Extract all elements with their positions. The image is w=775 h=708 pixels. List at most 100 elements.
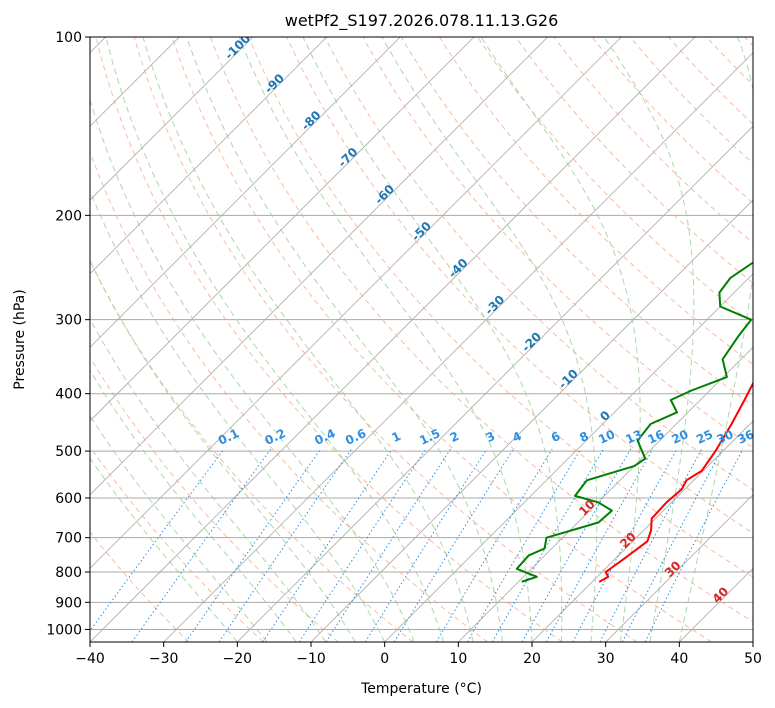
- dry-adiabat-line: [706, 37, 753, 86]
- isotherm-line: [531, 420, 753, 642]
- profile-lines: [515, 261, 753, 583]
- isotherm-line: [752, 641, 753, 642]
- x-tick-label: −10: [296, 651, 326, 667]
- isotherm-label: -10: [556, 366, 581, 391]
- y-tick-label: 800: [55, 565, 82, 581]
- mixing-ratio-line: [90, 448, 225, 632]
- mixing-ratio-line: [545, 448, 654, 642]
- y-axis-label: Pressure (hPa): [12, 289, 28, 389]
- moist-adiabat-line: [90, 318, 327, 642]
- isotherm-line: [458, 346, 753, 642]
- mixing-ratio-line: [644, 448, 744, 642]
- isotherm-label: -90: [262, 71, 287, 96]
- mixing-ratio-line: [185, 448, 322, 642]
- x-axis-label: Temperature (°C): [360, 681, 482, 697]
- isotherm-label: -40: [445, 256, 470, 281]
- mixing-ratio-label: 0.2: [263, 426, 288, 448]
- dry-adiabat-line: [744, 37, 753, 47]
- dry-adiabat-line: [668, 37, 753, 125]
- dry-adiabat-line: [591, 37, 753, 204]
- dewpoint-profile-line: [515, 261, 753, 583]
- y-tick-label: 900: [55, 595, 82, 611]
- isotherm-label: -50: [409, 219, 434, 244]
- mixing-ratio-line: [262, 448, 393, 642]
- mixing-ratio-line: [298, 448, 427, 642]
- dry-adiabat-line: [171, 37, 712, 642]
- mixing-ratio-label: 2: [448, 429, 461, 445]
- mixing-ratio-line: [521, 448, 632, 642]
- dry-adiabat-line: [438, 37, 753, 366]
- moist-adiabat-line: [678, 37, 753, 642]
- moist-adiabat-line: [105, 37, 445, 642]
- mixing-ratio-label: 16: [645, 427, 666, 447]
- isotherm-line: [90, 37, 401, 348]
- dry-adiabat-line: [362, 37, 753, 449]
- mixing-ratio-label: 25: [694, 427, 715, 447]
- moist-adiabat-line: [90, 457, 238, 642]
- y-tick-label: 500: [55, 444, 82, 460]
- dry-adiabat-line: [90, 356, 339, 642]
- plot-frame: [89, 36, 754, 643]
- y-tick-label: 700: [55, 531, 82, 547]
- moist-adiabat-line: [90, 98, 415, 642]
- axis-ticks: −40 −30 −20 −10 0 10 20 30 40 5010020030040050060…: [46, 30, 762, 667]
- isotherm-label: -100: [222, 31, 253, 62]
- moist-adiabat-line: [302, 37, 563, 642]
- isotherm-line: [237, 125, 753, 642]
- mixing-ratio-line: [218, 448, 352, 642]
- dry-adiabat-line: [95, 37, 563, 642]
- moist-adiabat-line: [480, 37, 641, 642]
- mixing-ratio-label: 0.6: [343, 426, 368, 448]
- mixing-ratio-line: [621, 448, 723, 642]
- dry-adiabat-label: 10: [576, 497, 598, 519]
- mixing-ratio-label: 0.1: [216, 426, 241, 448]
- mixing-ratio-label: 20: [669, 427, 690, 447]
- moist-adiabat-line: [90, 259, 356, 642]
- mixing-ratio-label: 36: [735, 427, 756, 447]
- isotherm-line: [90, 37, 622, 569]
- mixing-ratio-label: 10: [596, 427, 617, 447]
- y-tick-label: 400: [55, 387, 82, 403]
- y-tick-label: 100: [55, 30, 82, 46]
- isotherm-label: -70: [335, 145, 360, 170]
- background-lines: [90, 37, 753, 642]
- dry-adiabat-line: [324, 37, 753, 491]
- y-tick-label: 600: [55, 491, 82, 507]
- mixing-ratio-line: [364, 448, 488, 642]
- dry-adiabat-line: [133, 37, 638, 642]
- mixing-ratio-line: [393, 448, 514, 642]
- line-labels: 0.1 0.2 0.4 0.6 1 1.5 2 3 4 6 8 10 13 16 20 25 30 36-100-…: [216, 31, 756, 606]
- isotherm-line: [90, 37, 475, 422]
- dry-adiabat-line: [90, 531, 190, 642]
- isotherm-line: [679, 567, 753, 642]
- isotherm-line: [163, 52, 753, 642]
- isotherm-line: [90, 37, 548, 496]
- mixing-ratio-label: 1: [389, 429, 402, 445]
- mixing-ratio-line: [572, 448, 678, 642]
- dry-adiabat-line: [553, 37, 753, 244]
- mixing-ratio-line: [491, 448, 604, 642]
- moist-adiabat-line: [142, 37, 474, 642]
- mixing-ratio-label: 0.4: [312, 426, 337, 448]
- mixing-ratio-label: 1.5: [417, 426, 442, 448]
- isotherm-label: -60: [372, 182, 397, 207]
- mixing-ratio-label: 30: [714, 427, 735, 447]
- mixing-ratio-line: [435, 448, 553, 642]
- isotherm-line: [90, 37, 696, 642]
- dry-adiabat-line: [90, 150, 488, 642]
- mixing-ratio-line: [467, 448, 582, 642]
- isotherm-label: -20: [519, 329, 544, 354]
- dry-adiabat-line: [400, 37, 753, 407]
- isotherm-label: -30: [482, 293, 507, 318]
- x-tick-label: 20: [523, 651, 541, 667]
- mixing-ratio-label: 6: [549, 429, 562, 445]
- y-tick-label: 1000: [46, 622, 82, 638]
- x-tick-label: −30: [149, 651, 179, 667]
- moist-adiabat-line: [381, 37, 598, 642]
- mixing-ratio-line: [325, 448, 452, 642]
- isotherm-line: [384, 273, 753, 642]
- mixing-ratio-line: [131, 448, 272, 642]
- isotherm-line: [90, 37, 254, 201]
- dry-adiabat-line: [90, 259, 414, 642]
- mixing-ratio-label: 3: [484, 429, 497, 445]
